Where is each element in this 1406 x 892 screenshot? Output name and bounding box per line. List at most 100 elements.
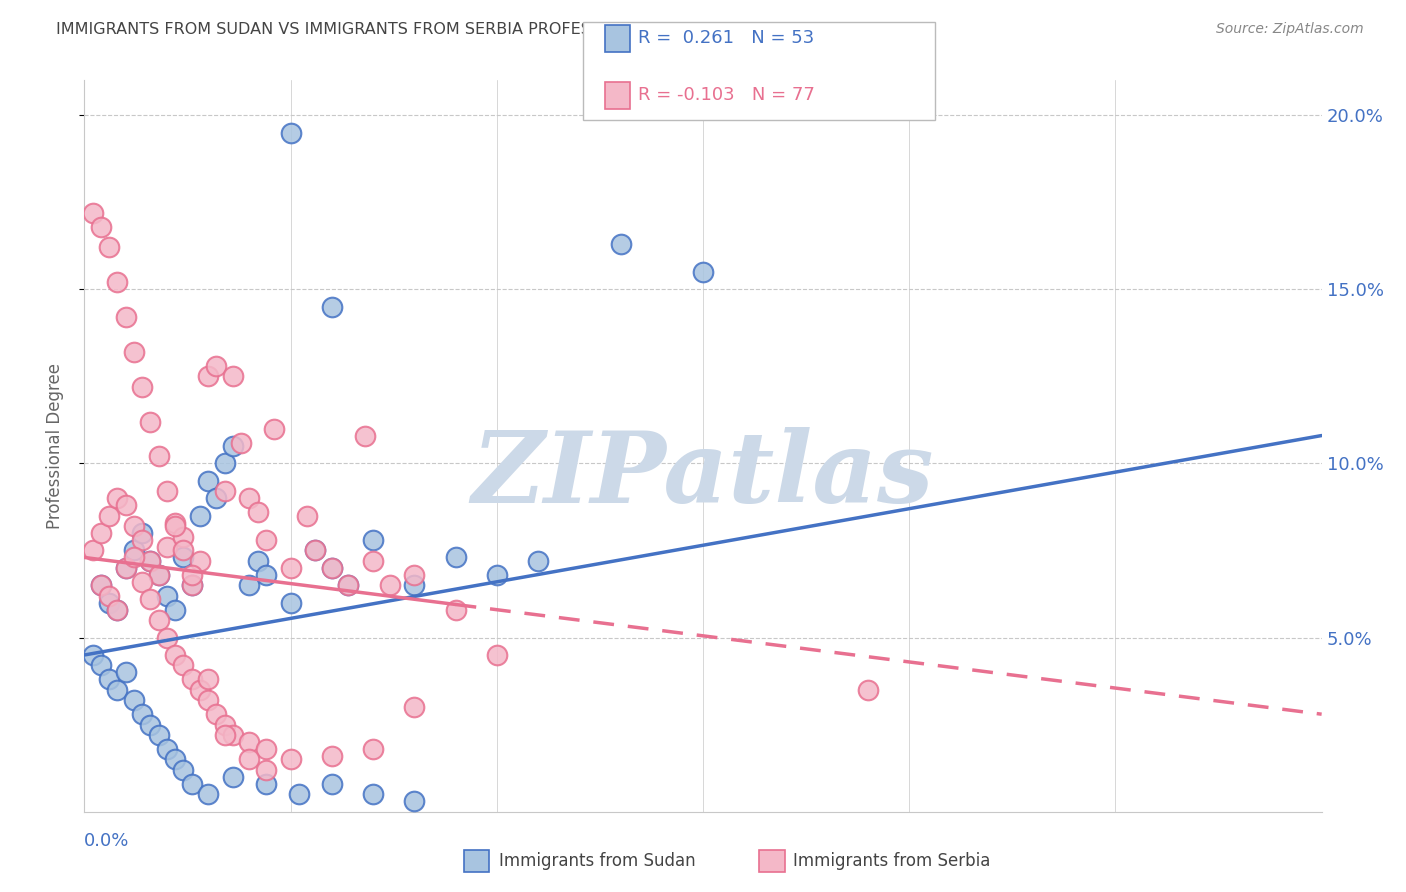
Point [188,508,211,523]
Point [197,369,219,384]
Point [122,693,145,707]
Point [131,574,153,589]
Point [361,554,384,568]
Point [378,578,401,592]
Point [98,596,121,610]
Point [609,237,631,252]
Point [295,508,318,523]
Point [246,554,269,568]
Point [254,533,277,547]
Point [139,554,162,568]
Point [321,777,343,791]
Point [229,435,252,450]
Point [156,742,179,756]
Point [361,742,384,756]
Text: Immigrants from Sudan: Immigrants from Sudan [499,852,696,871]
Point [180,578,202,592]
Point [321,561,343,575]
Point [114,498,136,512]
Point [90,219,112,234]
Point [288,787,311,801]
Point [197,474,219,488]
Text: ZIPatlas: ZIPatlas [472,427,934,524]
Point [98,508,121,523]
Point [444,603,467,617]
Point [238,735,260,749]
Point [105,275,128,289]
Point [321,561,343,575]
Point [263,421,285,435]
Point [105,682,128,697]
Point [90,526,112,541]
Point [254,763,277,777]
Point [246,505,269,519]
Point [180,578,202,592]
Point [188,682,211,697]
Point [98,240,121,254]
Point [172,550,194,565]
Point [214,728,236,742]
Point [122,543,145,558]
Text: R = -0.103   N = 77: R = -0.103 N = 77 [638,87,815,104]
Point [197,787,219,801]
Point [90,578,112,592]
Point [205,359,228,373]
Point [692,265,714,279]
Point [139,415,162,429]
Point [404,794,426,808]
Point [205,707,228,722]
Point [205,491,228,506]
Point [114,561,136,575]
Point [131,380,153,394]
Point [172,658,194,673]
Point [165,603,187,617]
Point [156,589,179,603]
Point [361,787,384,801]
Point [105,603,128,617]
Point [856,682,879,697]
Point [105,603,128,617]
Point [180,777,202,791]
Point [165,519,187,533]
Point [82,205,104,219]
Point [131,533,153,547]
Point [254,567,277,582]
Point [90,578,112,592]
Point [156,631,179,645]
Point [280,126,302,140]
Point [222,369,245,384]
Point [280,561,302,575]
Point [148,567,170,582]
Point [172,763,194,777]
Point [172,530,194,544]
Point [131,526,153,541]
Point [337,578,360,592]
Point [90,658,112,673]
Text: R =  0.261   N = 53: R = 0.261 N = 53 [638,29,814,47]
Point [148,613,170,627]
Point [361,533,384,547]
Point [304,543,326,558]
Point [337,578,360,592]
Point [180,567,202,582]
Point [82,648,104,662]
Point [280,752,302,766]
Point [114,561,136,575]
Point [114,665,136,680]
Point [131,707,153,722]
Point [404,578,426,592]
Point [254,777,277,791]
Point [404,567,426,582]
Point [148,567,170,582]
Point [139,717,162,731]
Point [404,700,426,714]
Text: Immigrants from Serbia: Immigrants from Serbia [793,852,990,871]
Text: Source: ZipAtlas.com: Source: ZipAtlas.com [1216,22,1364,37]
Point [214,717,236,731]
Point [222,770,245,784]
Point [280,596,302,610]
Point [122,519,145,533]
Point [197,673,219,687]
Y-axis label: Professional Degree: Professional Degree [45,363,63,529]
Point [238,752,260,766]
